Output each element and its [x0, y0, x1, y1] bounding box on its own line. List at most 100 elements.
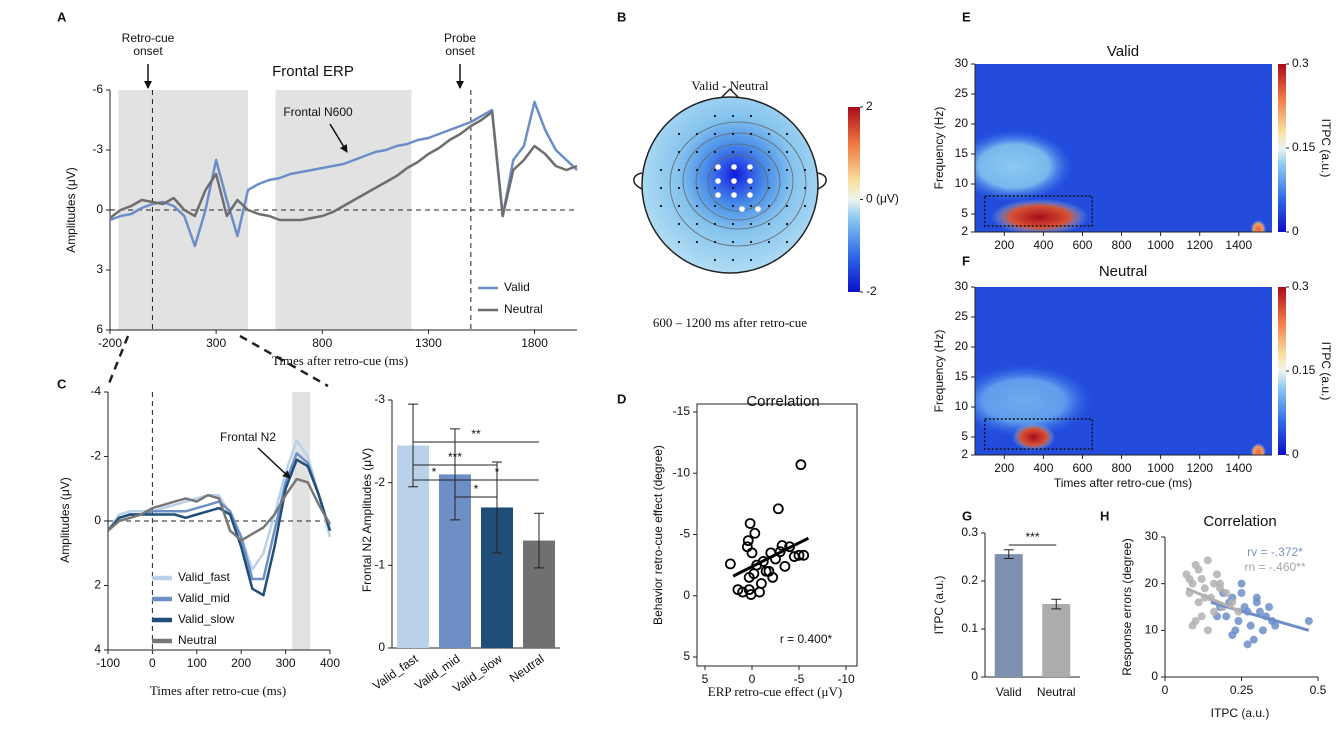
y-tick-label: 5 — [961, 206, 968, 220]
x-tick-label: 1000 — [1147, 461, 1174, 475]
y-tick-label: 0 — [96, 202, 103, 216]
point — [1265, 603, 1274, 611]
y-tick-label: 20 — [955, 339, 969, 353]
chart-title: Neutral — [1099, 263, 1147, 280]
y-tick-label: -4 — [90, 384, 101, 398]
chart-title: Frontal ERP — [272, 63, 354, 80]
significance-label: * — [495, 465, 500, 479]
x-tick-label: Valid_fast — [370, 651, 421, 693]
x-tick-label: 1400 — [1225, 461, 1252, 475]
electrode-highlight — [731, 178, 737, 184]
y-tick-label: 20 — [955, 116, 969, 130]
electrode — [695, 132, 699, 136]
y-tick-label: 30 — [1145, 529, 1159, 543]
error-bar — [534, 512, 544, 569]
heatmap — [975, 64, 1272, 232]
panel-label: B — [617, 9, 626, 24]
electrode — [785, 222, 789, 226]
arrow — [257, 447, 291, 479]
contour — [682, 132, 794, 230]
scalp — [641, 96, 819, 274]
heatmap-blob — [1012, 423, 1056, 451]
point — [1188, 621, 1197, 630]
electrode — [767, 222, 771, 226]
point — [732, 584, 744, 596]
electrode — [695, 168, 699, 172]
colorbar — [1278, 64, 1286, 232]
x-axis-label: Times after retro-cue (ms) — [272, 353, 408, 368]
panel-label: F — [962, 253, 970, 268]
y-tick-label: 0 — [378, 640, 385, 654]
panel-label: E — [962, 9, 971, 24]
error-bar — [450, 428, 460, 521]
x-tick-label: -5 — [794, 672, 805, 686]
x-tick-label: 0 — [149, 656, 156, 670]
electrode — [731, 222, 735, 226]
heatmap-blob — [1250, 220, 1267, 232]
shaded-window — [275, 90, 412, 330]
y-axis-label: ITPC (a.u.) — [932, 576, 946, 635]
x-tick-label: -200 — [98, 336, 122, 350]
electrode — [785, 204, 789, 208]
point — [1203, 626, 1212, 635]
x-tick-label: 400 — [320, 656, 340, 670]
contour — [707, 154, 769, 212]
point — [1237, 589, 1246, 597]
x-tick-label: 0.5 — [1310, 683, 1327, 697]
point — [1209, 579, 1218, 588]
electrode — [713, 258, 717, 262]
point — [1222, 589, 1231, 597]
electrode — [785, 186, 789, 190]
panel-label: H — [1100, 508, 1109, 523]
electrode — [749, 240, 753, 244]
point — [741, 541, 753, 553]
colorbar-label: ITPC (a.u.) — [1319, 342, 1333, 401]
chart-title: Valid - Neutral — [691, 78, 769, 93]
y-tick-label: 0 — [971, 669, 978, 683]
electrode — [695, 186, 699, 190]
point — [772, 503, 784, 515]
y-tick-label: 6 — [96, 322, 103, 336]
electrode — [767, 186, 771, 190]
heatmap-blob — [975, 365, 1093, 437]
electrode — [749, 114, 753, 118]
x-tick-label: 100 — [187, 656, 207, 670]
electrode-highlight — [755, 206, 761, 212]
legend-label: Valid_mid — [178, 591, 230, 605]
y-tick-label: 0 — [683, 588, 690, 602]
annotation: r = 0.400* — [780, 632, 833, 646]
point — [754, 586, 765, 598]
y-tick-label: 5 — [961, 429, 968, 443]
point — [1194, 598, 1203, 607]
x-tick-label: 400 — [1033, 461, 1053, 475]
x-tick-label: 1800 — [521, 336, 548, 350]
plot-frame — [696, 403, 858, 667]
y-tick-label: 0 — [1151, 669, 1158, 683]
electrode — [767, 204, 771, 208]
x-tick-label: -100 — [96, 656, 120, 670]
ear — [633, 87, 827, 190]
y-axis-label: Behavior retro-cue effect (degree) — [651, 445, 665, 625]
annotation: Probe onset — [443, 32, 477, 58]
point — [748, 568, 760, 580]
point — [798, 549, 810, 561]
legend-label: Neutral — [178, 633, 217, 647]
electrode — [785, 132, 789, 136]
x-tick-label: 600 — [1072, 461, 1092, 475]
electrode — [713, 240, 717, 244]
electrode — [695, 222, 699, 226]
y-tick-label: 3 — [96, 262, 103, 276]
colorbar — [1278, 287, 1286, 455]
annotation-box: Retro-cue onset — [122, 32, 175, 58]
chart-title: Valid — [1107, 43, 1139, 60]
x-tick-label: 800 — [312, 336, 332, 350]
y-axis-label: Amplitudes (μV) — [64, 167, 78, 253]
colorbar-tick-label: 0.15 — [1292, 140, 1316, 154]
electrode — [659, 168, 663, 172]
electrode — [749, 150, 753, 154]
point — [1216, 584, 1225, 593]
y-tick-label: 2 — [961, 447, 968, 461]
annotation: Frontal N2 — [220, 430, 276, 444]
error-bar — [492, 461, 502, 554]
series-line — [109, 110, 578, 222]
